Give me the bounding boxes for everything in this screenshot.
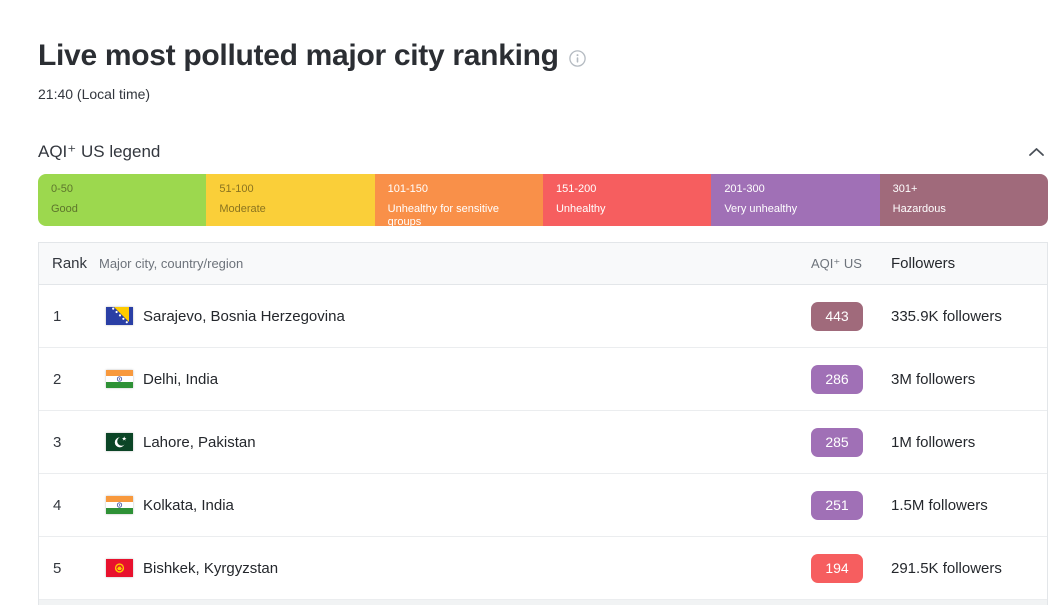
legend-segment-range: 301+ [892,183,918,195]
table-body: 1 Sarajevo, Bosnia Herzegovina 443 335.9… [39,285,1047,600]
table-row[interactable]: 3 Lahore, Pakistan 285 1M followers [39,411,1047,474]
row-city-name: Delhi, India [143,370,219,388]
aqi-value-badge: 443 [811,301,863,331]
city-ranking-table: Rank Major city, country/region AQI⁺ US … [38,242,1048,600]
rank-column-header: Rank [52,255,88,272]
page-header: Live most polluted major city ranking 21… [38,0,1048,102]
legend-title: AQI⁺ US legend [38,142,161,161]
row-city-name: Sarajevo, Bosnia Herzegovina [143,307,345,325]
legend-segment-label: Unhealthy for sensitive groups [387,203,499,226]
row-followers: 335.9K followers [891,307,1002,325]
chevron-up-icon [1027,146,1046,161]
aqi-value-badge: 285 [811,427,863,457]
legend-segment-range: 101-150 [387,183,429,195]
row-followers: 3M followers [891,370,976,388]
aqi-legend-section: AQI⁺ US legend 0-50 Good 51-100 Moderate… [38,142,1048,226]
row-city-name: Bishkek, Kyrgyzstan [143,559,279,577]
legend-segment-label: Good [51,203,78,215]
row-city-name: Kolkata, India [143,496,234,514]
followers-column-header: Followers [891,255,956,272]
india-flag [99,370,133,388]
row-rank: 5 [53,559,62,577]
legend-segment: 101-150 Unhealthy for sensitive groups [374,174,543,226]
city-column-header: Major city, country/region [99,256,244,271]
legend-segment-label: Very unhealthy [724,203,798,215]
table-row[interactable]: 1 Sarajevo, Bosnia Herzegovina 443 335.9… [39,285,1047,348]
legend-segment-label: Hazardous [892,203,946,215]
aqi-legend-bar: 0-50 Good 51-100 Moderate 101-150 Unheal… [38,174,1048,226]
aqi-value-badge: 194 [811,553,863,583]
row-city-name: Lahore, Pakistan [143,433,256,451]
legend-segment-range: 0-50 [51,183,74,195]
legend-segment: 201-300 Very unhealthy [711,174,880,226]
aqi-column-header: AQI⁺ US [811,255,862,271]
legend-segment-label: Moderate [219,203,266,215]
page-title: Live most polluted major city ranking [38,39,559,72]
local-time: 21:40 (Local time) [38,86,151,102]
row-rank: 2 [53,370,62,388]
legend-segment-range: 151-200 [555,183,597,195]
table-row[interactable]: 5 Bishkek, Kyrgyzstan 194 291.5K followe… [39,537,1047,600]
row-followers: 291.5K followers [891,559,1002,577]
row-followers: 1M followers [891,433,976,451]
legend-segment: 151-200 Unhealthy [542,174,712,226]
table-header-row: Rank Major city, country/region AQI⁺ US … [39,243,1047,285]
legend-segment: 51-100 Moderate [206,174,375,226]
legend-segment-range: 51-100 [219,183,254,195]
pakistan-flag [99,433,133,451]
legend-segment-range: 201-300 [724,183,765,195]
info-icon[interactable] [568,49,586,67]
legend-segment: 301+ Hazardous [879,174,1048,226]
row-rank: 1 [53,307,62,325]
legend-segment: 0-50 Good [38,174,207,226]
india-flag [99,496,133,514]
bosnia-herzegovina-flag [99,307,133,325]
table-row[interactable]: 4 Kolkata, India 251 1.5M followers [39,474,1047,537]
kyrgyzstan-flag [99,559,133,577]
row-rank: 3 [53,433,62,451]
row-rank: 4 [53,496,62,514]
aqi-value-badge: 286 [811,364,863,394]
legend-segment-label: Unhealthy [555,203,606,215]
table-row[interactable]: 2 Delhi, India 286 3M followers [39,348,1047,411]
row-followers: 1.5M followers [891,496,988,514]
collapse-legend-button[interactable] [1025,144,1048,160]
aqi-value-badge: 251 [811,490,863,520]
